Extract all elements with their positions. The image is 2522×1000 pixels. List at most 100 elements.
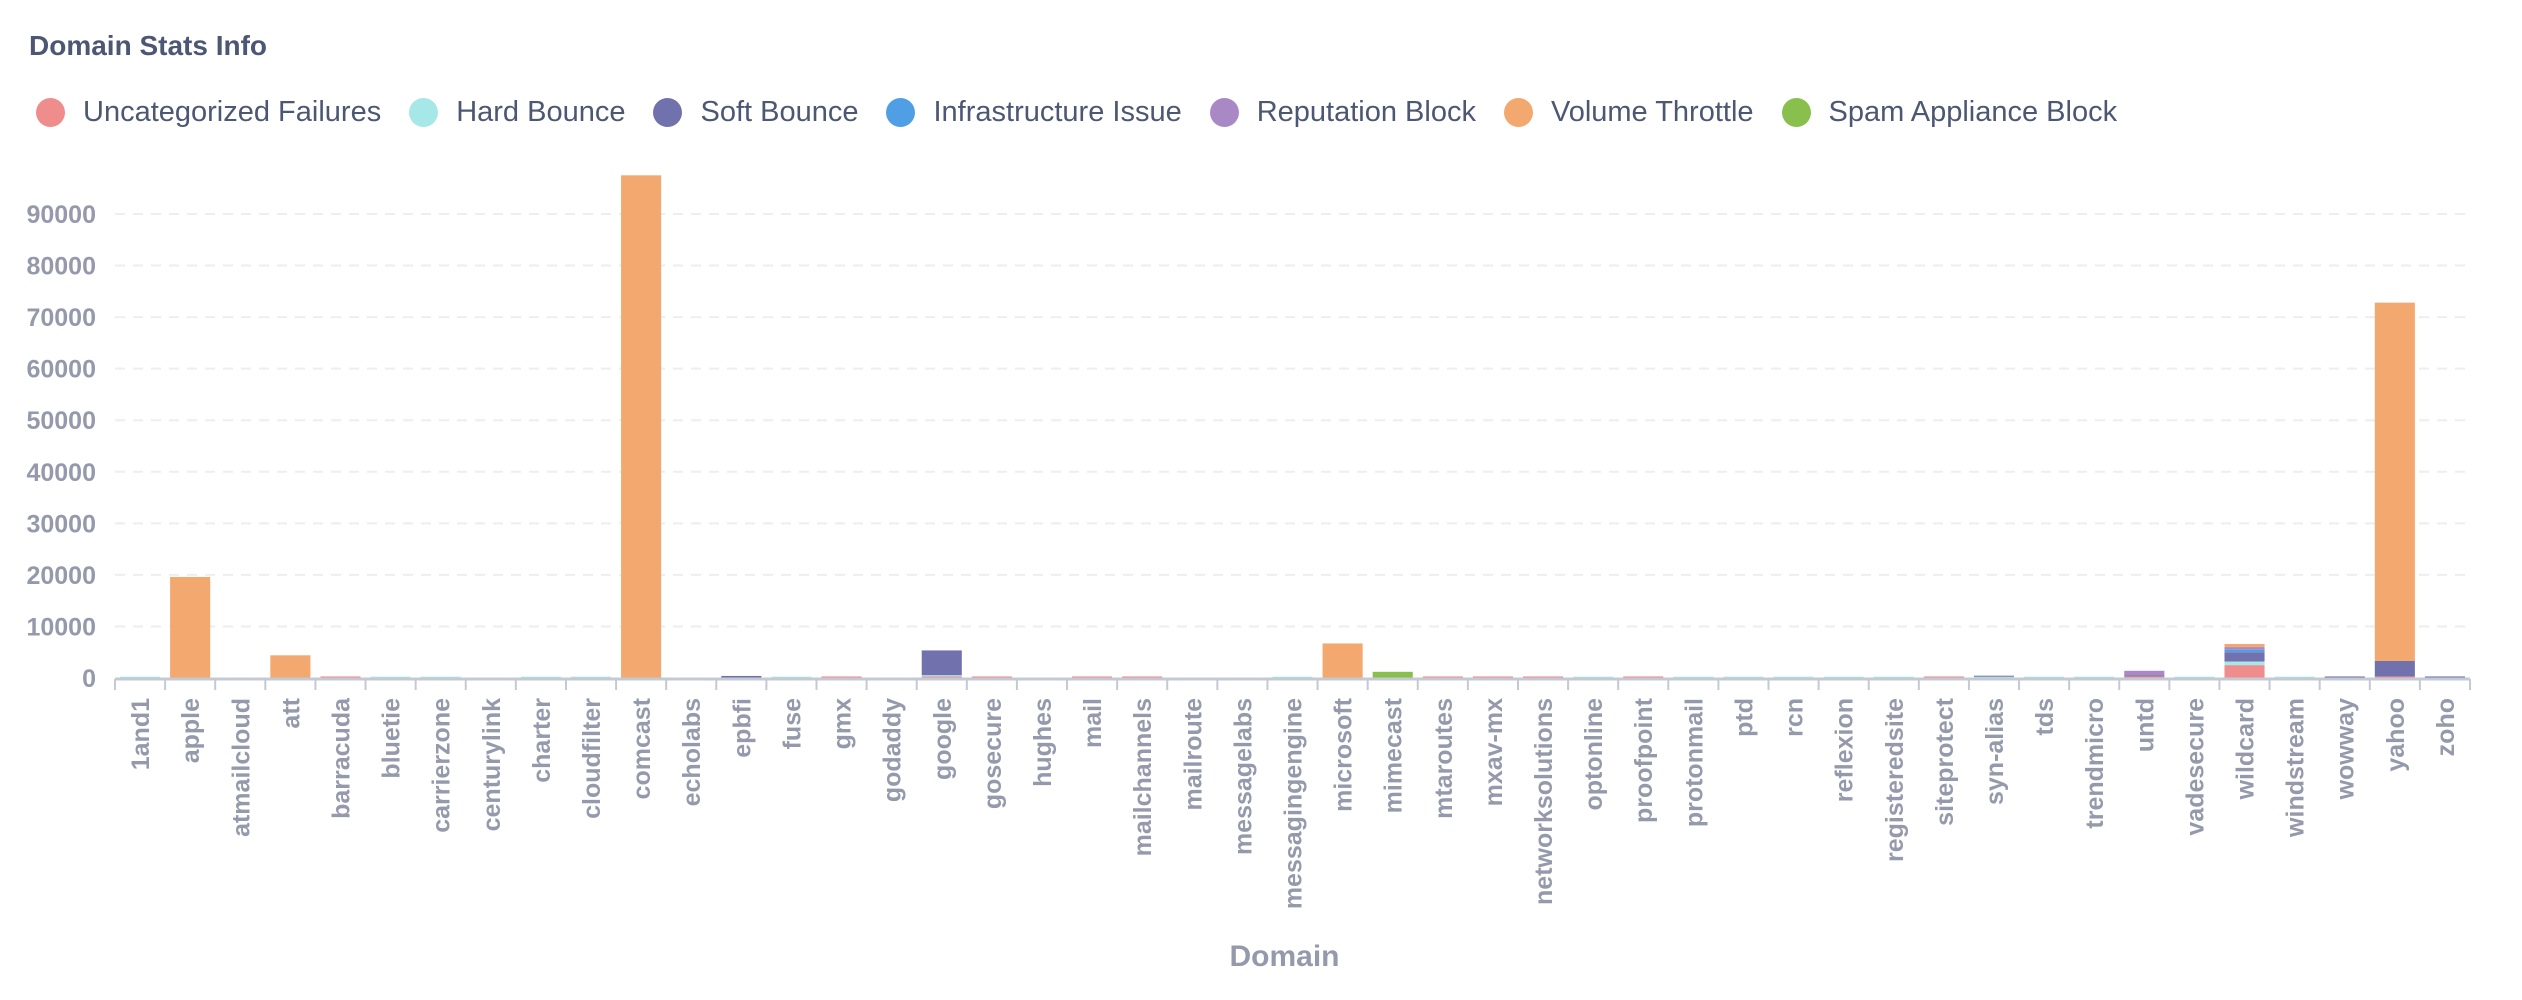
bar-fuse-hard-bounce[interactable] (771, 676, 812, 678)
x-tick-label: vadesecure (2181, 698, 2209, 836)
x-tick-label: gmx (829, 698, 857, 750)
bar-google-soft-bounce[interactable] (921, 650, 962, 676)
x-tick-label: fuse (778, 698, 806, 750)
bar-gmx-uncategorized-failures[interactable] (821, 676, 862, 678)
gridlines (115, 213, 2470, 628)
bar-carrierzone-hard-bounce[interactable] (420, 676, 461, 678)
x-axis-title: Domain (1229, 940, 1339, 973)
bar-trendmicro-hard-bounce[interactable] (2074, 676, 2115, 678)
bar-google-uncategorized-failures[interactable] (921, 676, 962, 678)
legend-item-soft-bounce[interactable]: Soft Bounce (653, 96, 858, 129)
y-tick-label: 60000 (26, 356, 96, 384)
legend-label: Uncategorized Failures (83, 95, 382, 128)
x-tick-label: protonmail (1680, 698, 1708, 827)
legend-item-volume-throttle[interactable]: Volume Throttle (1503, 96, 1754, 129)
bar-untd-reputation-block[interactable] (2124, 670, 2165, 676)
bar-att-volume-throttle[interactable] (270, 655, 311, 678)
bar-registeredsite-hard-bounce[interactable] (1873, 676, 1914, 678)
x-tick-label: networksolutions (1530, 698, 1558, 905)
legend-item-hard-bounce[interactable]: Hard Bounce (409, 96, 625, 129)
x-tick-label: att (277, 697, 305, 728)
bar-apple-volume-throttle[interactable] (170, 576, 211, 678)
y-axis-ticks: 0 10000 20000 30000 40000 50000 60000 70000 8000… (26, 201, 96, 693)
bar-microsoft-volume-throttle[interactable] (1322, 643, 1363, 678)
legend-swatch (653, 97, 683, 127)
legend-label: Spam Appliance Block (1828, 95, 2118, 128)
x-tick-label: proofpoint (1630, 697, 1658, 823)
bar-wildcard-infrastructure-issue[interactable] (2224, 649, 2265, 653)
bar-reflexion-hard-bounce[interactable] (1823, 676, 1864, 678)
bar-wildcard-reputation-block[interactable] (2224, 647, 2265, 650)
x-tick-label: tds (2031, 698, 2059, 736)
x-tick-label: charter (528, 698, 556, 783)
bar-comcast-volume-throttle[interactable] (621, 175, 662, 679)
bar-optonline-hard-bounce[interactable] (1573, 676, 1614, 678)
bar-gosecure-uncategorized-failures[interactable] (971, 676, 1012, 678)
bar-1and1-hard-bounce[interactable] (120, 676, 161, 678)
x-tick-label: 1and1 (127, 698, 155, 770)
x-tick-label: reflexion (1831, 698, 1859, 802)
bar-google-hard-bounce[interactable] (921, 675, 962, 677)
x-tick-label: siteprotect (1931, 697, 1959, 825)
bar-wildcard-hard-bounce[interactable] (2224, 661, 2265, 666)
chart-title: Domain Stats Info (29, 30, 268, 61)
bar-syn-alias-hard-bounce[interactable] (1973, 676, 2015, 678)
legend-label: Soft Bounce (700, 95, 859, 128)
x-tick-label: cloudfilter (578, 698, 606, 819)
bar-zoho-soft-bounce[interactable] (2424, 676, 2465, 678)
x-tick-label: rcn (1781, 698, 1809, 737)
bar-charter-hard-bounce[interactable] (520, 676, 561, 678)
x-tick-label: registeredsite (1881, 698, 1909, 862)
bar-barracuda-uncategorized-failures[interactable] (320, 676, 361, 678)
bar-mxav-mx-uncategorized-failures[interactable] (1472, 676, 1513, 678)
bar-bluetie-hard-bounce[interactable] (370, 676, 411, 678)
bar-wildcard-soft-bounce[interactable] (2224, 652, 2265, 662)
x-tick-label: mailroute (1179, 698, 1207, 811)
bar-yahoo-soft-bounce[interactable] (2374, 660, 2415, 677)
bar-wowway-soft-bounce[interactable] (2324, 676, 2365, 678)
bar-epbfi-soft-bounce[interactable] (721, 675, 762, 678)
bar-mtaroutes-uncategorized-failures[interactable] (1422, 676, 1463, 678)
bar-ptd-hard-bounce[interactable] (1723, 676, 1764, 678)
bar-rcn-hard-bounce[interactable] (1773, 676, 1814, 678)
bar-siteprotect-uncategorized-failures[interactable] (1923, 676, 1964, 678)
bar-mailchannels-uncategorized-failures[interactable] (1122, 676, 1163, 678)
bar-messagingengine-hard-bounce[interactable] (1272, 676, 1313, 678)
x-tick-label: mailchannels (1129, 698, 1157, 856)
legend-item-infrastructure-issue[interactable]: Infrastructure Issue (886, 96, 1182, 129)
bar-vadesecure-hard-bounce[interactable] (2174, 676, 2215, 678)
x-tick-label: centurylink (478, 698, 506, 831)
bar-yahoo-volume-throttle[interactable] (2374, 302, 2415, 661)
bar-networksolutions-uncategorized-failures[interactable] (1522, 676, 1564, 678)
legend-swatch (1503, 97, 1533, 127)
bar-protonmail-hard-bounce[interactable] (1673, 676, 1714, 678)
y-tick-label: 10000 (26, 613, 96, 641)
bar-wildcard-uncategorized-failures[interactable] (2224, 665, 2265, 678)
x-tick-label: epbfi (728, 698, 756, 758)
bar-windstream-hard-bounce[interactable] (2274, 676, 2315, 678)
chart-legend: Uncategorized Failures Hard Bounce Soft Bo… (36, 92, 2145, 132)
bar-syn-alias-soft-bounce[interactable] (1973, 675, 2015, 677)
x-tick-label: messagelabs (1229, 698, 1257, 855)
bar-mail-uncategorized-failures[interactable] (1072, 676, 1113, 678)
bar-cloudfilter-hard-bounce[interactable] (570, 676, 612, 678)
legend-item-uncategorized-failures[interactable]: Uncategorized Failures (36, 96, 381, 129)
x-tick-label: apple (177, 698, 205, 763)
x-tick-label: wildcard (2232, 698, 2260, 800)
bar-tds-hard-bounce[interactable] (2024, 676, 2065, 678)
bar-wildcard-volume-throttle[interactable] (2224, 643, 2265, 648)
bar-untd-uncategorized-failures[interactable] (2124, 676, 2165, 678)
x-tick-label: microsoft (1330, 697, 1358, 812)
y-tick-label: 70000 (26, 304, 96, 332)
bar-mimecast-spam-appliance-block[interactable] (1372, 671, 1413, 678)
bar-yahoo-uncategorized-failures[interactable] (2374, 676, 2415, 678)
bars (120, 175, 2465, 679)
y-tick-label: 90000 (26, 201, 96, 229)
bar-untd-soft-bounce[interactable] (2124, 675, 2165, 677)
legend-item-reputation-block[interactable]: Reputation Block (1209, 96, 1476, 129)
legend-item-spam-appliance-block[interactable]: Spam Appliance Block (1781, 95, 2118, 129)
bar-proofpoint-uncategorized-failures[interactable] (1623, 676, 1664, 678)
x-tick-label: optonline (1580, 698, 1608, 811)
x-tick-label: mail (1079, 698, 1107, 748)
